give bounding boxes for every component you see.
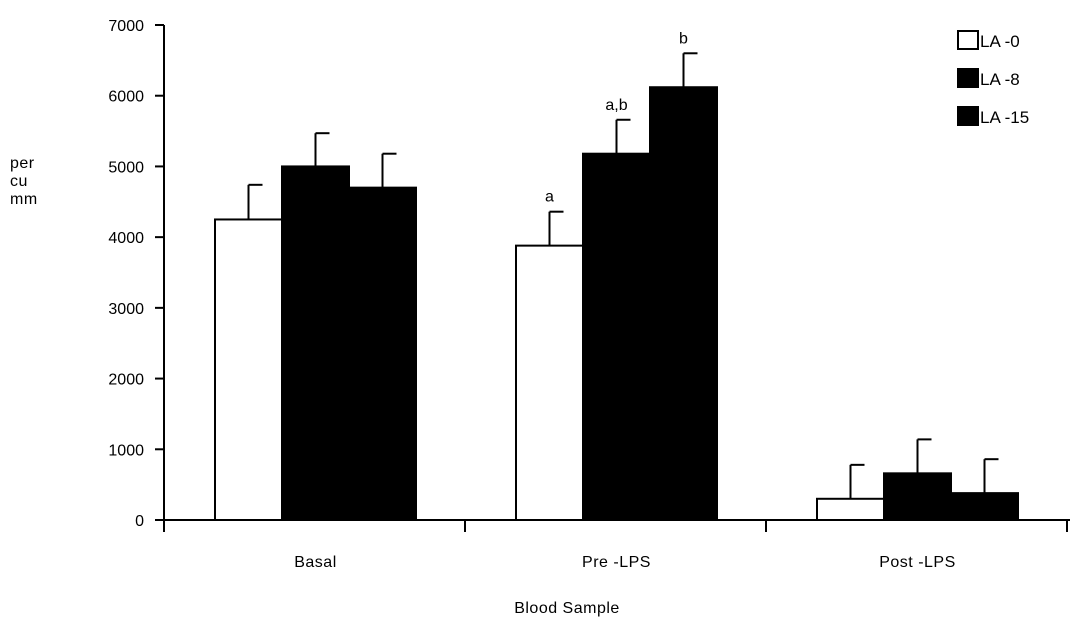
y-axis-title-line: cu: [10, 173, 28, 190]
y-tick-label: 7000: [108, 18, 144, 35]
y-tick-label: 2000: [108, 372, 144, 389]
annotation-label: a: [545, 189, 554, 206]
x-tick-label: Basal: [294, 554, 337, 571]
legend-label: LA -15: [980, 108, 1029, 127]
y-tick-label: 1000: [108, 442, 144, 459]
y-axis-title-line: mm: [10, 191, 38, 208]
annotation-label: b: [679, 30, 688, 47]
bar: [649, 86, 718, 521]
x-tick-label: Pre -LPS: [582, 554, 651, 571]
bar: [582, 152, 651, 521]
annotation-label: a,b: [605, 97, 627, 114]
y-axis: 0 1000 2000 3000 4000 5000 6000 7000: [108, 18, 165, 532]
annotations: a a,b b: [545, 30, 688, 205]
legend-swatch: [957, 30, 979, 50]
y-tick-label: 3000: [108, 301, 144, 318]
y-axis-title-line: per: [10, 155, 35, 172]
bars: [214, 52, 1019, 522]
bar: [281, 165, 350, 522]
bar: [950, 492, 1019, 521]
y-tick-label: 6000: [108, 89, 144, 106]
y-tick-label: 0: [135, 513, 144, 530]
bar: [214, 218, 283, 521]
bar: [816, 497, 885, 521]
bar: [348, 186, 417, 521]
x-axis-title: Blood Sample: [514, 600, 620, 617]
y-tick-label: 4000: [108, 230, 144, 247]
x-axis: Basal Pre -LPS Post -LPS: [164, 519, 1070, 571]
legend-label: LA -0: [980, 32, 1020, 51]
legend-label: LA -8: [980, 70, 1020, 89]
legend-swatch: [957, 106, 979, 126]
bar: [883, 472, 952, 522]
bar: [515, 244, 584, 521]
legend: LA -0 LA -8 LA -15: [957, 30, 1029, 127]
legend-swatch: [957, 68, 979, 88]
x-tick-label: Post -LPS: [879, 554, 956, 571]
y-tick-label: 5000: [108, 159, 144, 176]
